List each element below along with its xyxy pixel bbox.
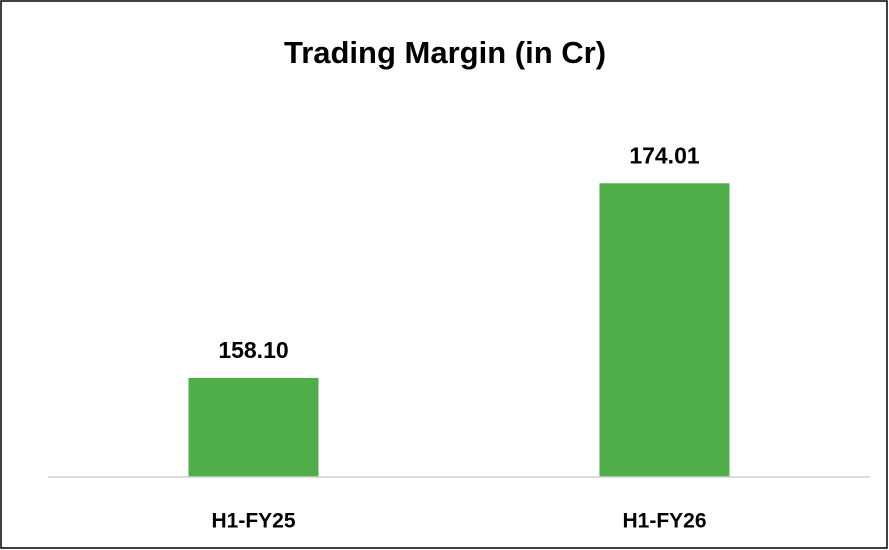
x-tick-label: H1-FY25 bbox=[211, 510, 295, 533]
data-label: 158.10 bbox=[218, 337, 288, 363]
data-label: 174.01 bbox=[629, 142, 700, 168]
x-tick-label: H1-FY26 bbox=[622, 510, 706, 533]
chart-title: Trading Margin (in Cr) bbox=[284, 35, 606, 70]
bar bbox=[599, 183, 730, 478]
bar bbox=[188, 377, 319, 477]
